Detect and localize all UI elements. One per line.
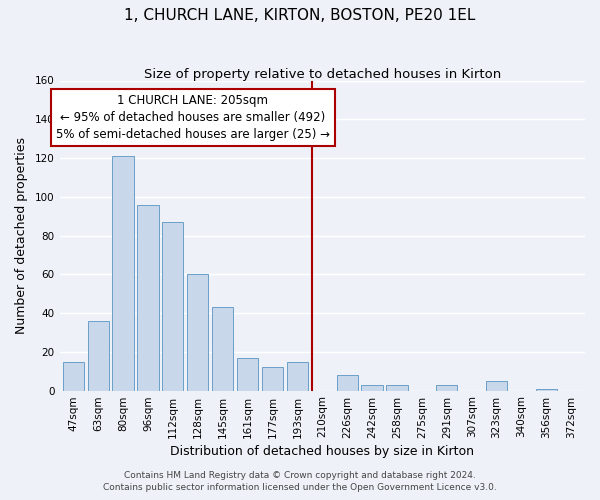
Text: 1 CHURCH LANE: 205sqm
← 95% of detached houses are smaller (492)
5% of semi-deta: 1 CHURCH LANE: 205sqm ← 95% of detached … (56, 94, 330, 141)
Bar (137, 204, 158, 390)
Bar (212, 307, 233, 390)
Bar (237, 358, 258, 390)
Bar (486, 381, 507, 390)
Bar (112, 156, 134, 390)
Bar (536, 388, 557, 390)
Bar (436, 385, 457, 390)
Bar (337, 375, 358, 390)
X-axis label: Distribution of detached houses by size in Kirton: Distribution of detached houses by size … (170, 444, 474, 458)
Bar (62, 362, 84, 390)
Text: 1, CHURCH LANE, KIRTON, BOSTON, PE20 1EL: 1, CHURCH LANE, KIRTON, BOSTON, PE20 1EL (124, 8, 476, 22)
Title: Size of property relative to detached houses in Kirton: Size of property relative to detached ho… (143, 68, 501, 80)
Y-axis label: Number of detached properties: Number of detached properties (15, 137, 28, 334)
Text: Contains HM Land Registry data © Crown copyright and database right 2024.
Contai: Contains HM Land Registry data © Crown c… (103, 471, 497, 492)
Bar (88, 321, 109, 390)
Bar (287, 362, 308, 390)
Bar (361, 385, 383, 390)
Bar (386, 385, 407, 390)
Bar (162, 222, 184, 390)
Bar (187, 274, 208, 390)
Bar (262, 368, 283, 390)
